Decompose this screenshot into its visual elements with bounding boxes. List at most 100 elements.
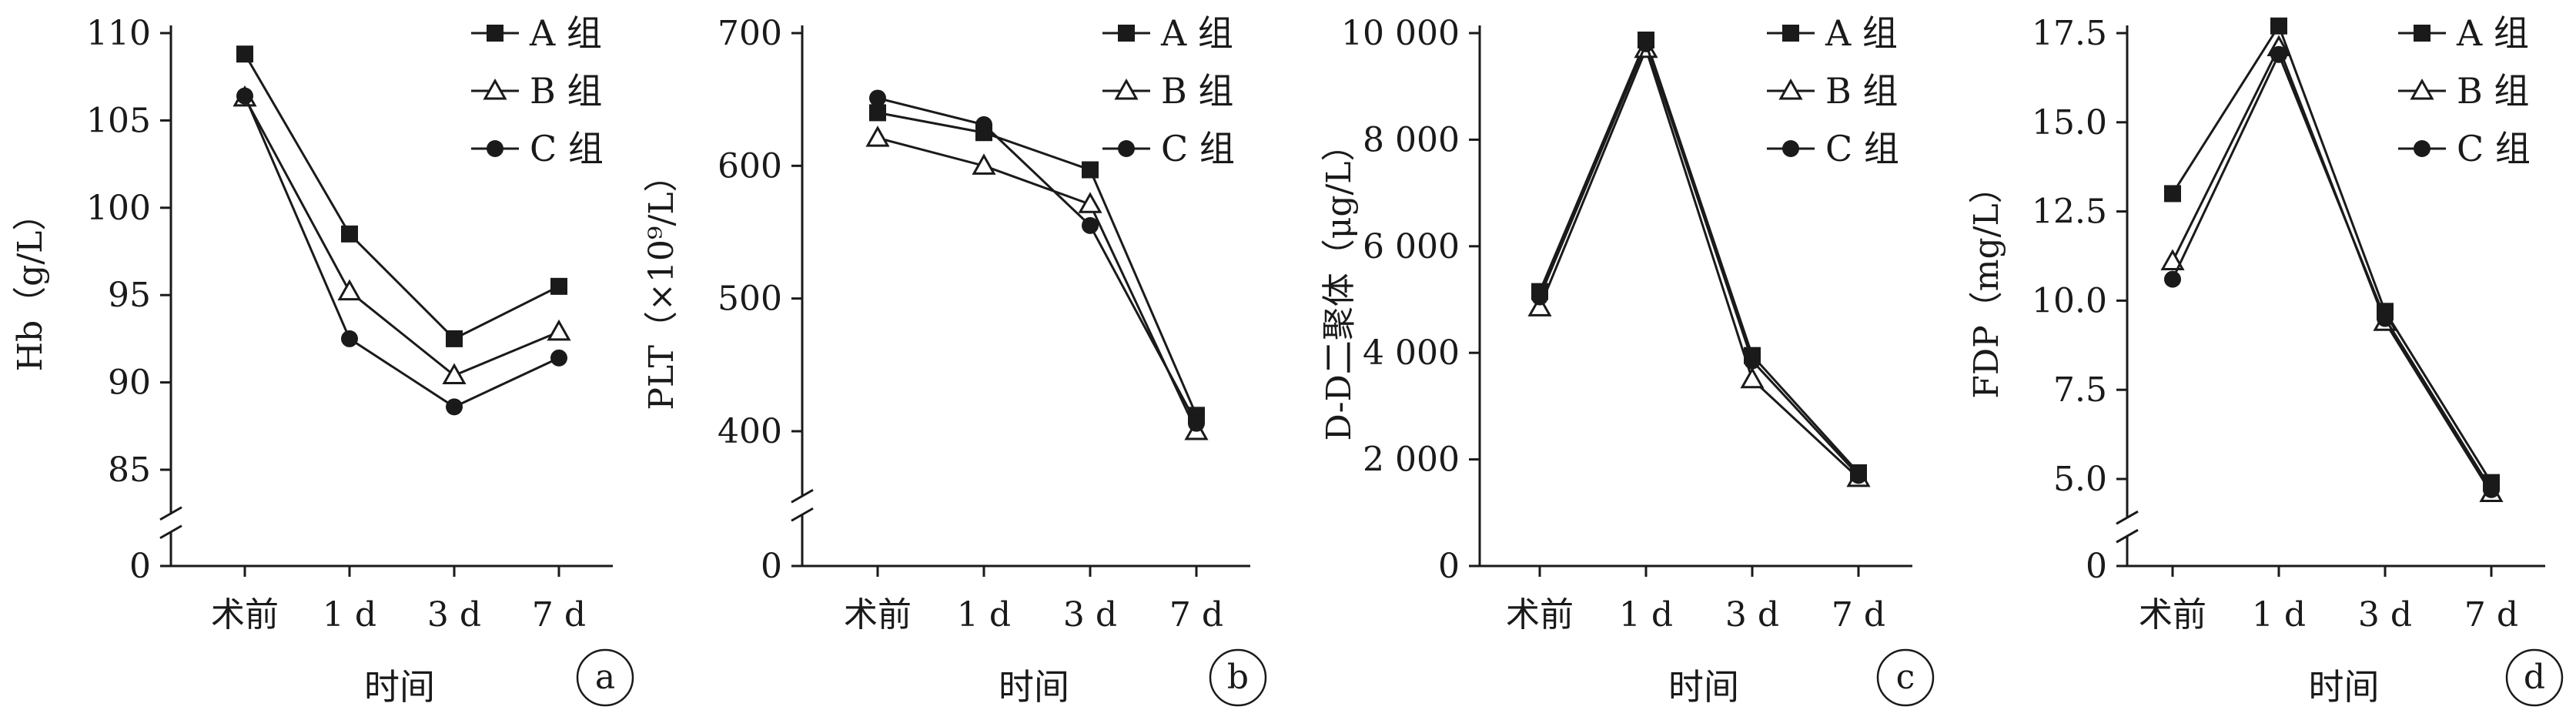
data-point xyxy=(2483,481,2500,498)
data-point xyxy=(337,279,362,301)
y-axis-label: FDP（mg/L） xyxy=(1967,169,2006,398)
data-point xyxy=(1740,367,1765,389)
panel-letter: b xyxy=(1227,658,1249,697)
data-point xyxy=(1638,35,1654,52)
y-tick-label: 400 xyxy=(718,412,782,451)
series-square-filled xyxy=(2164,17,2500,491)
data-point xyxy=(1850,467,1867,484)
x-axis-label: 时间 xyxy=(999,666,1069,708)
data-point xyxy=(1082,216,1099,234)
chart-panel-c: 0 2 000 4 000 6 000 8 000 10 000 术前 1 d 3 d 7 d 时间… xyxy=(1320,12,1935,708)
series-line xyxy=(2171,23,2493,484)
x-tick-label: 7 d xyxy=(2464,595,2518,635)
legend-marker xyxy=(2414,140,2430,157)
x-tick-label: 术前 xyxy=(1506,595,1574,635)
x-axis-label: 时间 xyxy=(364,666,435,708)
legend-label: B 组 xyxy=(2457,70,2529,112)
chart-panel-a: 0 85 90 95 100 105 110 术前 1 d 3 d 7 d 时间 Hb（g/L） A 组 B… xyxy=(11,12,634,708)
axis-break-mark xyxy=(159,506,182,521)
series-triangle-open xyxy=(2160,35,2504,503)
panel-label-circle xyxy=(1209,648,1267,707)
y-tick-label: 105 xyxy=(86,101,151,140)
series-circle-filled xyxy=(2164,45,2500,498)
data-point xyxy=(1082,161,1099,179)
legend-marker xyxy=(1118,25,1135,42)
series-circle-filled xyxy=(236,87,567,416)
data-point xyxy=(341,330,358,347)
legend-entry: C 组 xyxy=(1767,128,1899,169)
y-tick-label: 0 xyxy=(2086,547,2107,586)
x-tick-label: 3 d xyxy=(1063,595,1117,635)
series-triangle-open xyxy=(233,85,571,385)
data-point xyxy=(865,126,890,147)
y-tick-label: 4 000 xyxy=(1363,333,1460,373)
legend-label: C 组 xyxy=(530,128,604,169)
y-axis-label: D-D二聚体（μg/L） xyxy=(1320,127,1359,440)
legend-entry: A 组 xyxy=(1102,12,1233,54)
x-tick-label: 7 d xyxy=(1169,595,1223,635)
x-tick-label: 7 d xyxy=(532,595,586,635)
legend-marker xyxy=(483,78,507,100)
panel-letter: d xyxy=(2524,658,2545,697)
y-tick-label: 500 xyxy=(718,280,782,319)
data-point xyxy=(2160,249,2185,270)
panel-label: d xyxy=(2505,648,2564,707)
series-circle-filled xyxy=(1531,35,1867,484)
y-tick-label: 0 xyxy=(1438,547,1460,586)
series-square-filled xyxy=(236,45,567,347)
x-axis-label: 时间 xyxy=(2309,666,2380,708)
legend-label: A 组 xyxy=(1160,12,1233,54)
legend-entry: A 组 xyxy=(1767,12,1898,54)
legend-marker xyxy=(1778,78,1803,100)
data-point xyxy=(547,319,571,341)
chart-panel-b: 0 400 500 600 700 术前 1 d 3 d 7 d 时间 PLT（×10⁹/L） A 组… xyxy=(642,12,1267,708)
series-line xyxy=(2171,44,2493,494)
x-tick-label: 术前 xyxy=(844,595,912,635)
axis-break-mark xyxy=(159,524,182,540)
data-point xyxy=(1531,288,1548,306)
data-point xyxy=(869,104,886,122)
legend-label: B 组 xyxy=(530,70,602,112)
data-point xyxy=(442,363,467,385)
panel-label-circle xyxy=(1876,648,1935,707)
data-point xyxy=(1527,295,1552,316)
legend-marker xyxy=(1114,78,1139,100)
x-tick-label: 1 d xyxy=(957,595,1011,635)
series-line xyxy=(877,136,1198,432)
legend-label: B 组 xyxy=(1161,70,1233,112)
y-tick-label: 85 xyxy=(108,450,151,490)
data-point xyxy=(869,89,886,107)
y-tick-label: 10.0 xyxy=(2032,281,2107,320)
legend-label: A 组 xyxy=(1825,12,1898,54)
data-point xyxy=(975,116,992,133)
legend-label: A 组 xyxy=(529,12,602,54)
x-tick-label: 术前 xyxy=(2139,595,2206,635)
series-line xyxy=(243,95,560,409)
y-tick-label: 15.0 xyxy=(2032,103,2107,142)
y-tick-label: 12.5 xyxy=(2032,193,2107,232)
series-square-filled xyxy=(869,104,1205,424)
panel-letter: a xyxy=(595,658,615,697)
x-tick-label: 3 d xyxy=(2358,595,2412,635)
x-tick-label: 1 d xyxy=(1619,595,1673,635)
legend-entry: B 组 xyxy=(471,70,602,112)
data-point xyxy=(236,45,253,63)
legend-marker xyxy=(1782,140,1799,157)
y-tick-label: 90 xyxy=(108,363,151,403)
panel-letter: c xyxy=(1896,658,1915,697)
axis-break-mark xyxy=(2116,510,2139,525)
x-tick-label: 7 d xyxy=(1832,595,1885,635)
y-tick-label: 17.5 xyxy=(2032,14,2107,53)
y-axis-label: Hb（g/L） xyxy=(11,197,50,372)
x-tick-label: 3 d xyxy=(427,595,481,635)
y-tick-label: 600 xyxy=(718,146,782,186)
x-tick-label: 术前 xyxy=(211,595,279,635)
legend-entry: B 组 xyxy=(1102,70,1233,112)
data-point xyxy=(550,349,567,367)
legend-label: C 组 xyxy=(1161,128,1235,169)
y-tick-label: 10 000 xyxy=(1341,14,1460,53)
series-line xyxy=(243,97,560,377)
data-point xyxy=(236,87,253,105)
data-point xyxy=(2377,310,2394,327)
legend-entry: A 组 xyxy=(2398,12,2529,54)
